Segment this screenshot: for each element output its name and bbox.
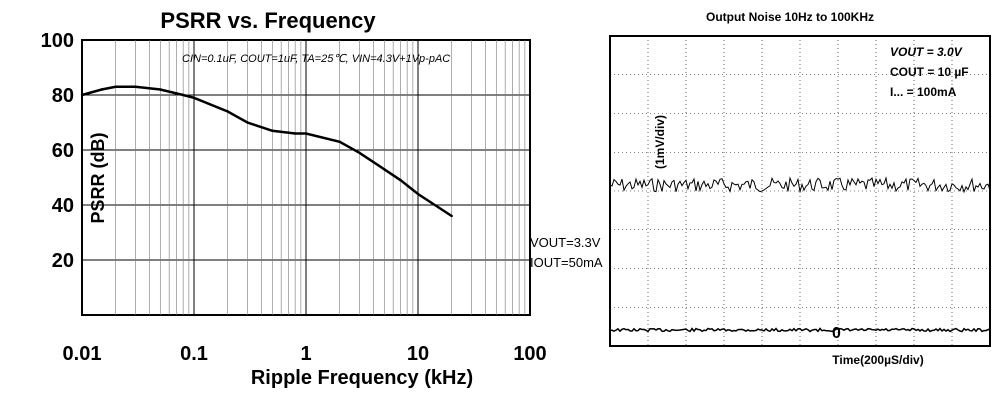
noise-annotation-vout: VOUT = 3.0V [890,45,963,59]
psrr-chart: PSRR vs. Frequency 100 80 60 40 20 0.01 0.1 1 1… [41,8,603,389]
psrr-data-point [358,151,361,154]
psrr-data-point [399,179,402,182]
psrr-x-tick-label: 1 [300,343,311,365]
psrr-y-tick-label: 40 [52,195,74,217]
psrr-x-ticks: 0.01 0.1 1 10 100 [63,343,547,365]
psrr-data-point [383,168,386,171]
noise-zero-label: 0 [832,325,841,342]
psrr-data-point [80,93,84,97]
psrr-x-tick-label: 10 [407,343,429,365]
psrr-data-point [100,88,103,91]
psrr-data-point [134,85,137,88]
psrr-grid [82,40,530,315]
psrr-x-tick-label: 0.01 [63,343,102,365]
psrr-conditions: CIN=0.1uF, COUT=1uF, TA=25℃, VIN=4.3V+1V… [182,53,450,65]
psrr-y-tick-label: 100 [41,30,74,52]
noise-y-axis-label: (1mV/div) [653,115,667,169]
noise-title: Output Noise 10Hz to 100KHz [706,10,874,24]
psrr-y-ticks: 100 80 60 40 20 [41,30,74,272]
noise-grid [610,36,990,346]
psrr-data-point [159,88,162,91]
psrr-y-tick-label: 20 [52,250,74,272]
noise-chart: Output Noise 10Hz to 100KHz VOUT = 3.0V … [609,10,991,367]
noise-annotation-cout: COUT = 10 µF [890,65,969,79]
psrr-y-tick-label: 80 [52,85,74,107]
psrr-x-axis-label: Ripple Frequency (kHz) [251,367,473,389]
psrr-data-point [192,96,196,99]
psrr-y-tick-label: 60 [52,140,74,162]
psrr-title: PSRR vs. Frequency [160,8,376,33]
psrr-data-point [181,93,185,97]
psrr-x-tick-label: 0.1 [180,343,208,365]
psrr-data-point [114,85,117,88]
psrr-data-point [338,140,341,143]
psrr-series-points [80,85,453,218]
psrr-y-axis-label: PSRR (dB) [88,133,108,224]
psrr-data-point [450,214,453,218]
psrr-data-point [304,132,308,135]
psrr-series-line [81,85,453,218]
noise-trace-zero-line [609,327,991,333]
psrr-annotation-iout: IOUT=50mA [530,255,603,270]
noise-annotation-iout: I... = 100mA [890,85,957,99]
noise-trace-upper [609,176,991,194]
psrr-data-point [293,132,297,135]
psrr-data-point [416,192,420,196]
psrr-data-point [226,110,229,113]
noise-x-axis-label: Time(200µS/div) [832,353,923,367]
psrr-x-tick-label: 100 [513,343,546,365]
psrr-data-point [246,121,249,124]
psrr-annotation-vout: VOUT=3.3V [530,235,601,250]
psrr-data-point [271,129,274,132]
